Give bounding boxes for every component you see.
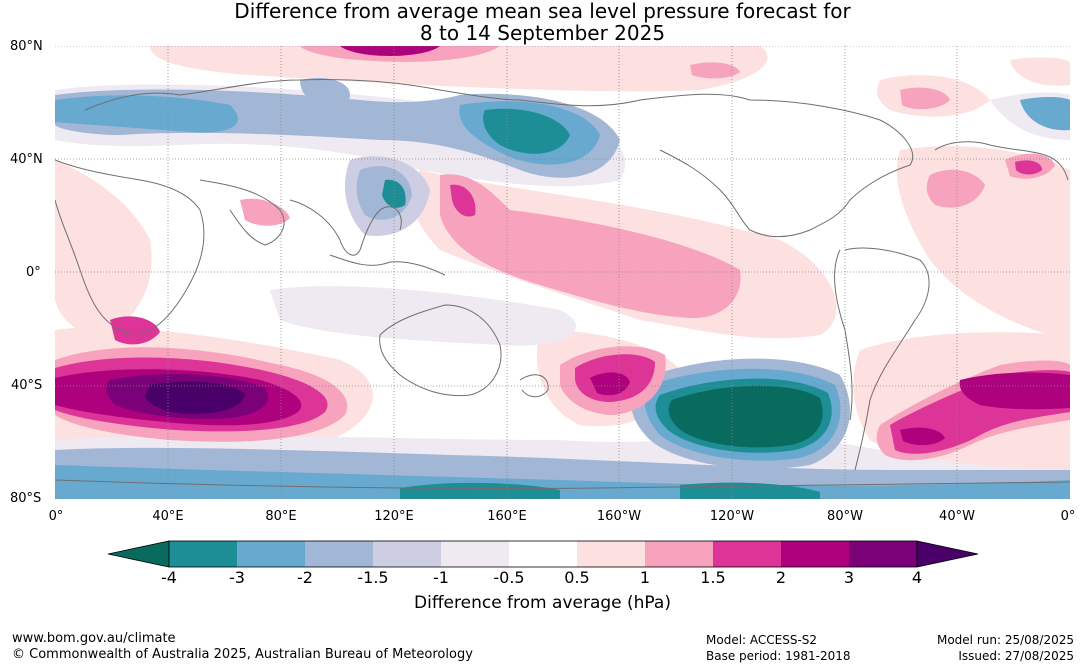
footer-copyright: © Commonwealth of Australia 2025, Austra…: [12, 647, 473, 662]
footer-model: Model: ACCESS-S2: [706, 633, 818, 647]
colorbar-tick: -4: [161, 568, 177, 587]
lon-label-0-right: 0°: [1060, 509, 1076, 524]
lon-label-80w: 80°W: [827, 509, 863, 524]
colorbar-tick: 3: [843, 568, 855, 587]
colorbar-tick: 1: [639, 568, 651, 587]
colorbar-tick: -0.5: [493, 568, 525, 587]
coastlines: [55, 78, 1070, 489]
footer-model-run: Model run: 25/08/2025: [936, 633, 1074, 647]
map-title-line-1: Difference from average mean sea level p…: [234, 0, 851, 23]
lat-label-80n: 80°N: [10, 39, 43, 54]
colorbar-tick: 2: [775, 568, 787, 587]
lon-label-160w: 160°W: [596, 509, 642, 524]
lat-label-0: 0°: [26, 265, 41, 280]
colorbar-tick: 4: [911, 568, 923, 587]
lat-label-80s: 80°S: [10, 491, 42, 506]
colorbar-bin-2: [237, 541, 305, 567]
colorbar: [107, 540, 979, 568]
colorbar-tick: -3: [229, 568, 245, 587]
lon-label-40w: 40°W: [939, 509, 975, 524]
colorbar-bin-5: [441, 541, 509, 567]
colorbar-extend-low: [107, 540, 170, 568]
colorbar-bin-7: [577, 541, 645, 567]
colorbar-tick: 1.5: [700, 568, 726, 587]
pressure-anomaly-field: [55, 46, 1070, 499]
lon-label-40e: 40°E: [152, 509, 184, 524]
colorbar-bin-6: [509, 541, 577, 567]
colorbar-tick: -1: [433, 568, 449, 587]
lon-label-120e: 120°E: [374, 509, 414, 524]
map-title-line-2: 8 to 14 September 2025: [419, 21, 666, 45]
colorbar-bin-10: [781, 541, 849, 567]
colorbar-bin-11: [849, 541, 917, 567]
colorbar-bin-8: [645, 541, 713, 567]
colorbar-tick: -1.5: [357, 568, 389, 587]
footer-base-period: Base period: 1981-2018: [706, 649, 851, 663]
lon-label-160e: 160°E: [487, 509, 527, 524]
colorbar-bin-9: [713, 541, 781, 567]
colorbar-tick: 0.5: [564, 568, 590, 587]
lat-label-40s: 40°S: [11, 378, 43, 393]
footer-url: www.bom.gov.au/climate: [12, 631, 176, 646]
colorbar-bin-3: [305, 541, 373, 567]
lon-label-120w: 120°W: [709, 509, 755, 524]
lat-label-40n: 40°N: [10, 152, 43, 167]
footer-issued: Issued: 27/08/2025: [958, 649, 1074, 663]
colorbar-tick: -2: [297, 568, 313, 587]
colorbar-label: Difference from average (hPa): [414, 593, 671, 613]
colorbar-bin-1: [169, 541, 237, 567]
colorbar-extend-high: [916, 540, 979, 568]
colorbar-bin-4: [373, 541, 441, 567]
lon-label-0-left: 0°: [48, 509, 64, 524]
lon-label-80e: 80°E: [265, 509, 297, 524]
graticule: [55, 46, 1070, 499]
